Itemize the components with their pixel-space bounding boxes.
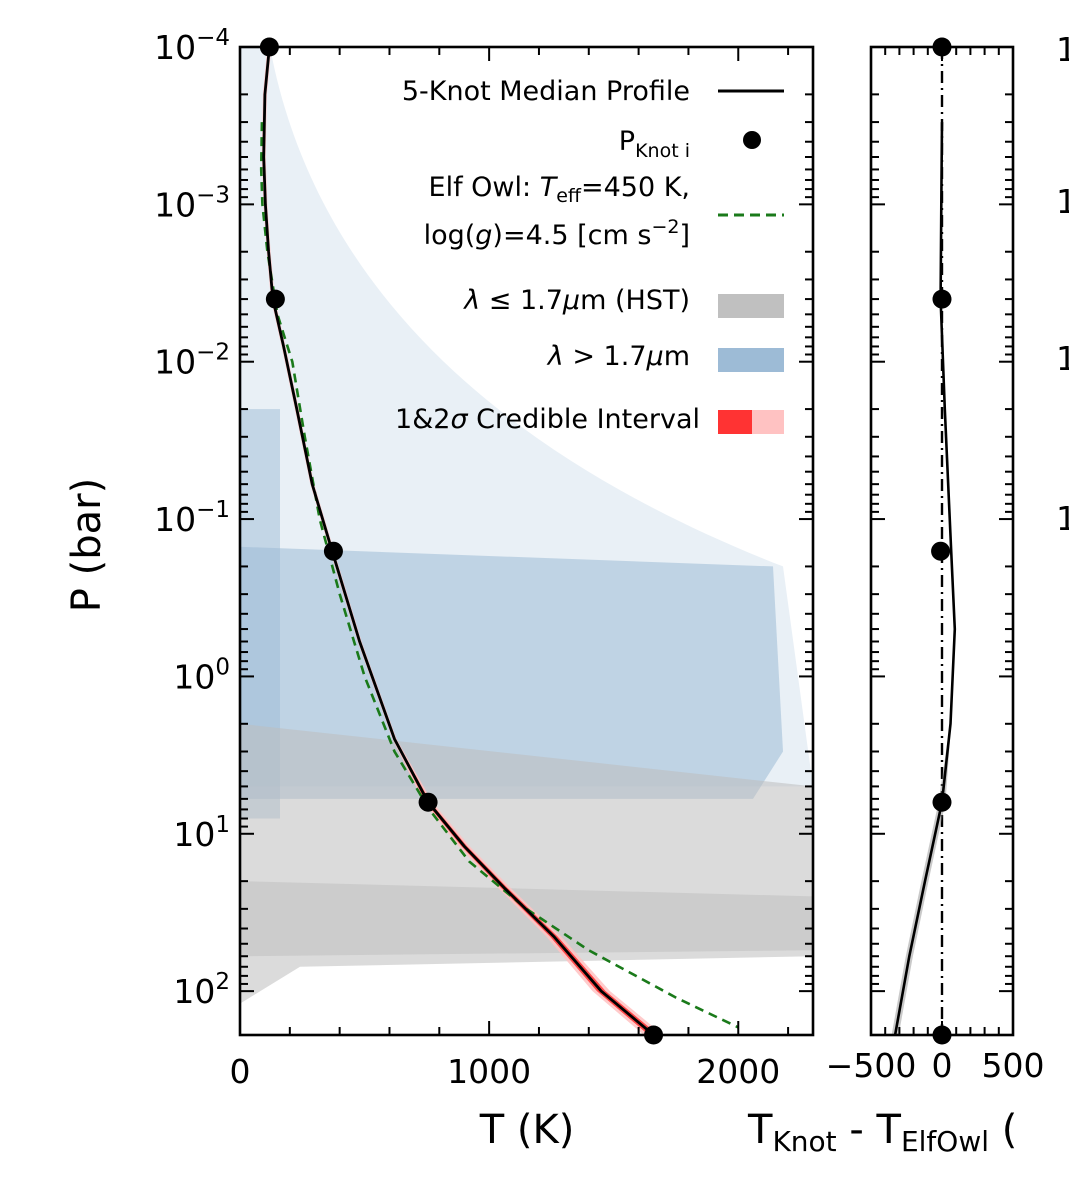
y-axis-label: P (bar): [64, 478, 110, 612]
legend-label-hst: λ ≤ 1.7μm (HST): [462, 285, 690, 316]
residual-knot-point: [932, 792, 952, 812]
legend-label-ci: 1&2σ Credible Interval: [395, 404, 700, 435]
legend-label-elfowl-line2: log(g)=4.5 [cm s−2]: [424, 216, 690, 251]
residual-knot-point: [932, 289, 952, 309]
legend-swatch-ci2: [752, 410, 784, 434]
x-tick-label: 0: [230, 1052, 251, 1091]
clipped-tick-fragment: 1: [1056, 182, 1069, 221]
res-x-tick-label: −500: [826, 1046, 917, 1085]
x-axis-label: T (K): [479, 1107, 575, 1153]
residual-x-axis-label: TKnot - TElfOwl (: [747, 1107, 1017, 1158]
median-line: [262, 46, 655, 1037]
residual-panel-axes: −500 0 500: [826, 45, 1045, 1085]
legend-swatch-blue: [718, 348, 784, 372]
y-tick-label: 10−4: [154, 25, 230, 67]
clipped-tick-fragment: 1: [1056, 30, 1069, 69]
clipped-tick-fragment: 1: [1056, 339, 1069, 378]
knot-point: [418, 792, 438, 812]
blue-band-dense: [240, 546, 783, 799]
y-tick-label: 100: [173, 654, 230, 696]
x-tick-label: 2000: [696, 1052, 780, 1091]
band-group: [240, 47, 813, 1004]
knot-point: [323, 541, 343, 561]
y-tick-label: 10−2: [154, 340, 230, 382]
legend-label-knot: PKnot i: [619, 126, 690, 162]
y-tick-label: 102: [173, 969, 230, 1011]
main-frame: [238, 45, 815, 1037]
knot-point: [265, 289, 285, 309]
sample-profile-bands: [240, 47, 813, 1004]
legend: 5-Knot Median Profile PKnot i Elf Owl: T…: [395, 76, 784, 435]
y-tick-label: 10−1: [154, 497, 230, 539]
gray-band-dense: [240, 881, 813, 957]
legend-swatch-hst: [718, 294, 784, 318]
elfowl-line: [259, 122, 739, 1029]
legend-label-blue: λ > 1.7μm: [546, 341, 690, 372]
y-tick-label: 101: [173, 812, 230, 854]
res-x-tick-label: 500: [982, 1046, 1045, 1085]
diff-band: [891, 122, 956, 1035]
main-panel-axes: 0 1000 2000 10−4 10−3 10−2 10−1 100 101 102: [154, 25, 815, 1091]
residual-knot-point: [931, 541, 951, 561]
clipped-tick-fragment: 1: [1056, 499, 1069, 538]
x-tick-label: 1000: [447, 1052, 531, 1091]
legend-swatch-knot: [743, 131, 761, 149]
legend-swatch-ci1: [718, 410, 752, 434]
residual-panel-content: [891, 37, 957, 1045]
res-x-tick-label: 0: [932, 1046, 953, 1085]
legend-label-elfowl-line1: Elf Owl: Teff=450 K,: [429, 172, 690, 207]
res-group: [891, 47, 957, 1035]
diff-line: [893, 122, 957, 1035]
y-tick-label: 10−3: [154, 182, 230, 224]
legend-label-median: 5-Knot Median Profile: [402, 76, 690, 107]
